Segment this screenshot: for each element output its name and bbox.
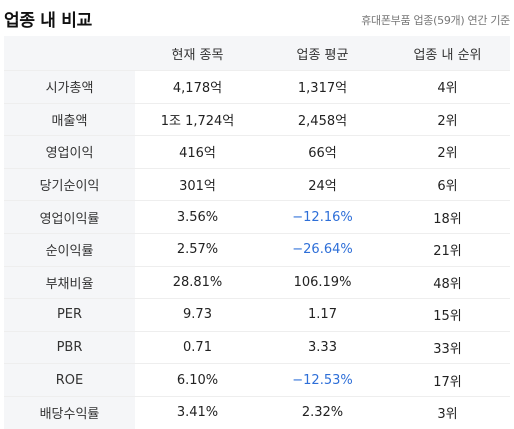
industry-rank-value: 48위 — [385, 265, 510, 299]
industry-average-value: −12.53% — [260, 363, 385, 397]
metric-label: PER — [4, 298, 135, 332]
industry-average-value: 2,458억 — [260, 102, 385, 136]
table-header: 현재 종목 업종 평균 업종 내 순위 — [4, 36, 510, 71]
table-row: 당기순이익 301억 24억 6위 — [4, 167, 510, 201]
industry-rank-value: 2위 — [385, 102, 510, 136]
current-value: 3.56% — [135, 200, 260, 234]
metric-label: 순이익률 — [4, 232, 135, 267]
industry-rank-value: 2위 — [385, 135, 510, 169]
current-value: 4,178억 — [135, 70, 260, 104]
industry-average-value: −26.64% — [260, 232, 385, 267]
current-value: 28.81% — [135, 265, 260, 299]
section-title: 업종 내 비교 — [4, 11, 92, 31]
industry-average-value: 3.33 — [260, 330, 385, 364]
table-row: 순이익률 2.57% −26.64% 21위 — [4, 232, 510, 267]
table-row: 시가총액 4,178억 1,317억 4위 — [4, 70, 510, 104]
industry-rank-value: 17위 — [385, 363, 510, 397]
current-value: 301억 — [135, 167, 260, 201]
current-value: 0.71 — [135, 330, 260, 364]
industry-average-value: −12.16% — [260, 200, 385, 234]
industry-average-value: 2.32% — [260, 395, 385, 429]
column-header-average: 업종 평균 — [260, 36, 385, 71]
current-value: 6.10% — [135, 363, 260, 397]
industry-average-value: 106.19% — [260, 265, 385, 299]
industry-rank-value: 21위 — [385, 232, 510, 267]
table-row: 영업이익률 3.56% −12.16% 18위 — [4, 200, 510, 234]
current-value: 416억 — [135, 135, 260, 169]
metric-label: 부채비율 — [4, 265, 135, 299]
current-value: 1조 1,724억 — [135, 102, 260, 136]
industry-comparison-table: 현재 종목 업종 평균 업종 내 순위 시가총액 4,178억 1,317억 4위 매출… — [4, 36, 510, 429]
current-value: 9.73 — [135, 298, 260, 332]
industry-average-value: 1,317억 — [260, 70, 385, 104]
column-header-rank: 업종 내 순위 — [385, 36, 510, 71]
industry-rank-value: 3위 — [385, 395, 510, 429]
metric-label: 영업이익률 — [4, 200, 135, 234]
table-row: 부채비율 28.81% 106.19% 48위 — [4, 265, 510, 299]
column-header-metric — [4, 36, 135, 71]
table-row: ROE 6.10% −12.53% 17위 — [4, 363, 510, 397]
table-row: 영업이익 416억 66억 2위 — [4, 135, 510, 169]
section-subtitle: 휴대폰부품 업종(59개) 연간 기준 — [361, 14, 510, 27]
table-row: 배당수익률 3.41% 2.32% 3위 — [4, 395, 510, 429]
industry-average-value: 1.17 — [260, 298, 385, 332]
industry-average-value: 24억 — [260, 167, 385, 201]
table-row: PBR 0.71 3.33 33위 — [4, 330, 510, 364]
current-value: 3.41% — [135, 395, 260, 429]
current-value: 2.57% — [135, 232, 260, 267]
metric-label: 영업이익 — [4, 135, 135, 169]
metric-label: 시가총액 — [4, 70, 135, 104]
industry-rank-value: 4위 — [385, 70, 510, 104]
metric-label: 매출액 — [4, 102, 135, 136]
table-row: PER 9.73 1.17 15위 — [4, 298, 510, 332]
column-header-current: 현재 종목 — [135, 36, 260, 71]
metric-label: PBR — [4, 330, 135, 364]
industry-rank-value: 15위 — [385, 298, 510, 332]
industry-average-value: 66억 — [260, 135, 385, 169]
metric-label: 당기순이익 — [4, 167, 135, 201]
metric-label: ROE — [4, 363, 135, 397]
industry-rank-value: 6위 — [385, 167, 510, 201]
section-header: 업종 내 비교 휴대폰부품 업종(59개) 연간 기준 — [0, 0, 514, 36]
metric-label: 배당수익률 — [4, 395, 135, 429]
table-row: 매출액 1조 1,724억 2,458억 2위 — [4, 102, 510, 136]
industry-rank-value: 33위 — [385, 330, 510, 364]
industry-rank-value: 18위 — [385, 200, 510, 234]
